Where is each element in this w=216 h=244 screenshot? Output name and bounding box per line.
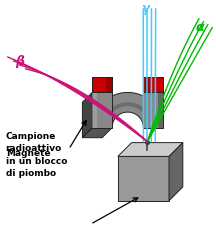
Polygon shape	[118, 143, 183, 156]
Text: Campione
radioattivo
in un blocco
di piombo: Campione radioattivo in un blocco di pio…	[6, 132, 67, 178]
Polygon shape	[143, 77, 163, 92]
Polygon shape	[92, 77, 112, 92]
Text: γ: γ	[141, 2, 149, 15]
Polygon shape	[92, 77, 112, 128]
Polygon shape	[92, 77, 97, 128]
Text: Magnete: Magnete	[6, 149, 50, 158]
Polygon shape	[83, 92, 92, 138]
Polygon shape	[92, 92, 163, 128]
Text: α: α	[196, 21, 204, 34]
Text: β: β	[16, 55, 24, 68]
Polygon shape	[143, 77, 149, 92]
Polygon shape	[106, 77, 112, 92]
Polygon shape	[143, 77, 163, 128]
Polygon shape	[158, 77, 163, 128]
Polygon shape	[169, 143, 183, 201]
Polygon shape	[118, 156, 169, 201]
Polygon shape	[83, 128, 112, 138]
